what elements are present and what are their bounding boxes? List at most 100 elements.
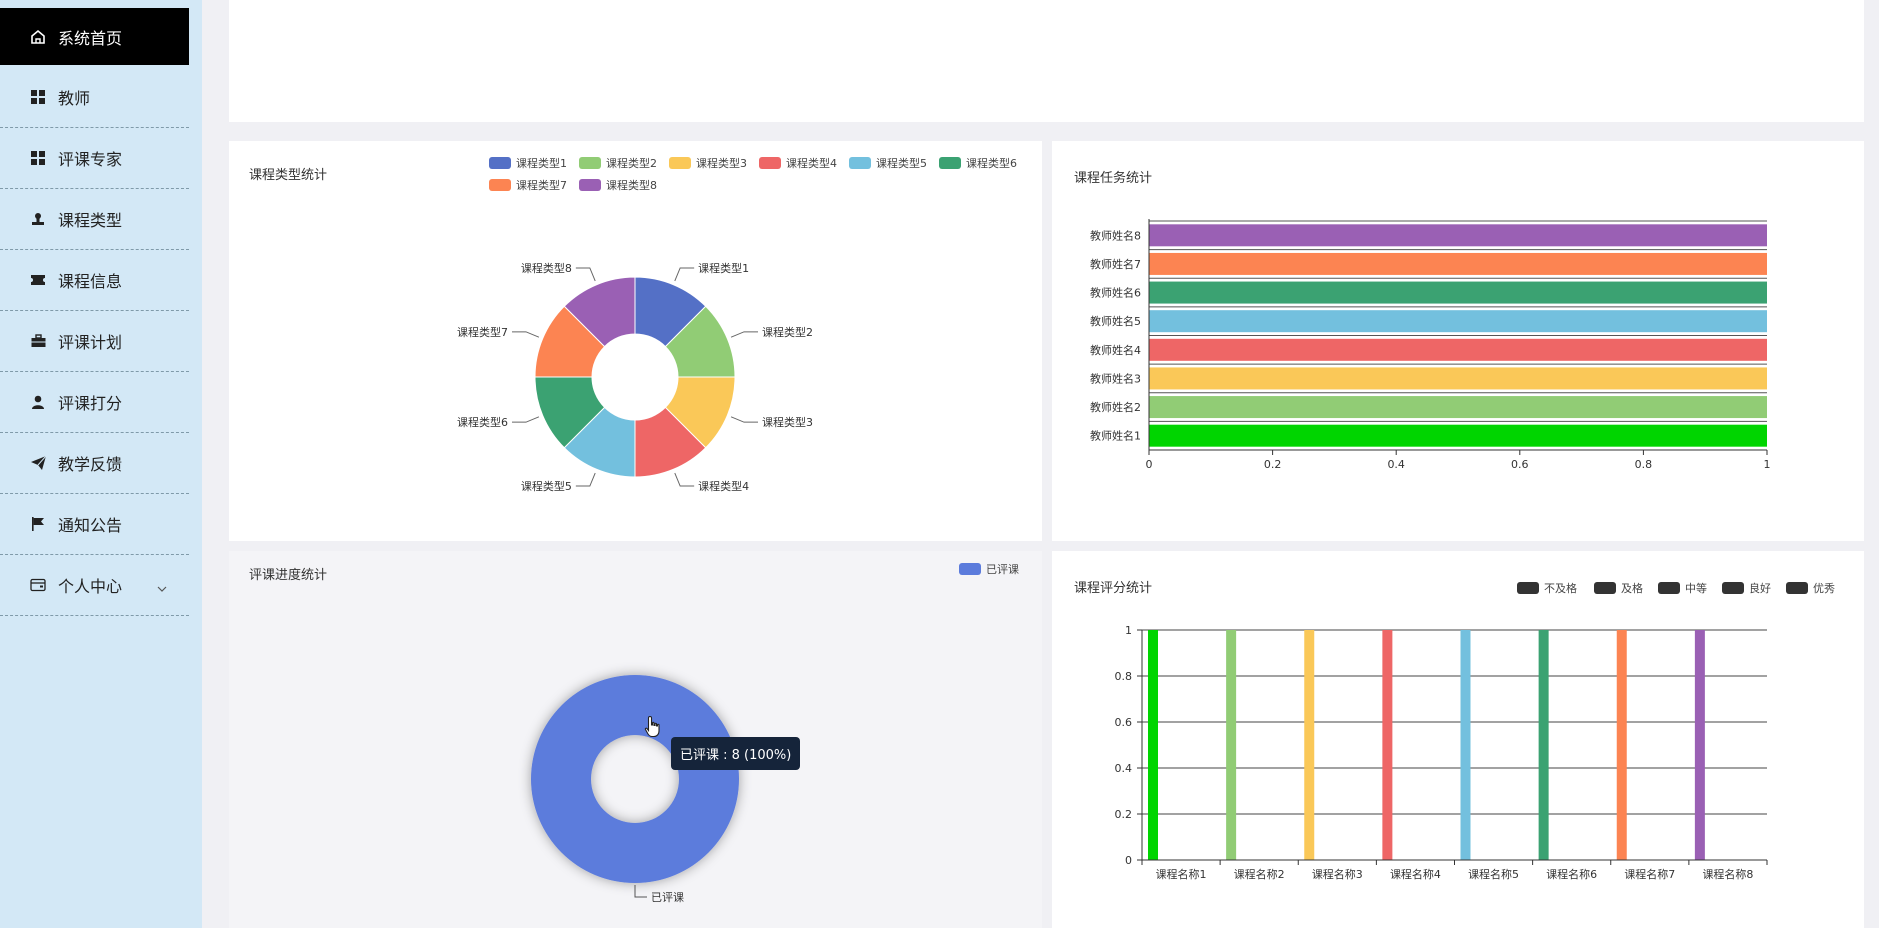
score-title: 课程评分统计 [1074,581,1153,596]
legend-item[interactable]: 及格 [1594,580,1643,596]
sidebar-item-label: 教学反馈 [58,455,123,474]
sidebar-item-expert[interactable]: 评课专家 [0,128,189,189]
task-bar-chart: 教师姓名1 教师姓名2 教师姓名3 教师姓名4 教师姓名5 教师姓名6 教师姓名7 教师姓名8… [1090,219,1771,471]
legend-swatch [939,157,961,169]
bar [1149,252,1767,275]
slice-label: 课程类型5 [521,479,572,493]
bar [1149,224,1767,247]
sidebar-item-eval-score[interactable]: 评课打分 [0,372,189,433]
slice-label: 课程类型7 [457,325,508,339]
bar [1616,630,1627,860]
briefcase-icon [30,333,46,349]
legend-item[interactable]: 课程类型3 [669,155,747,171]
task-title: 课程任务统计 [1074,171,1153,186]
slice-label: 课程类型3 [762,415,813,429]
y-tick-label: 0.2 [1115,808,1133,821]
legend-item[interactable]: 课程类型6 [939,155,1017,171]
sidebar-item-profile[interactable]: 个人中心 [0,555,189,616]
sidebar-item-label: 评课打分 [58,394,123,413]
legend-item[interactable]: 课程类型4 [759,155,837,171]
legend-swatch [1658,582,1680,594]
bar [1149,310,1767,333]
sidebar-item-eval-plan[interactable]: 评课计划 [0,311,189,372]
legend-swatch [1594,582,1616,594]
legend-item[interactable]: 课程类型2 [579,155,657,171]
slice-label: 课程类型8 [521,261,572,275]
legend-item[interactable]: 优秀 [1786,580,1835,596]
label-line [634,885,647,898]
donut-slice [563,276,636,348]
y-tick-label: 0.4 [1115,762,1133,775]
sidebar-item-label: 课程信息 [58,272,123,291]
bar [1694,630,1705,860]
sidebar-item-notice[interactable]: 通知公告 [0,494,189,555]
y-tick-label: 0.6 [1115,716,1133,729]
legend-label: 课程类型6 [966,157,1017,170]
bar [1460,630,1471,860]
x-tick-label: 课程名称5 [1468,867,1519,881]
sidebar-item-label: 教师 [58,89,91,108]
sidebar-item-teacher[interactable]: 教师 [0,67,189,128]
y-tick-label: 1 [1125,624,1132,637]
legend-swatch [579,157,601,169]
stamp-icon [30,211,46,227]
bar [1304,630,1315,860]
x-tick-label: 课程名称3 [1312,867,1363,881]
user-icon [30,394,46,410]
sidebar-item-label: 评课专家 [58,150,123,169]
y-tick-label: 教师姓名7 [1090,257,1141,271]
bar [1226,630,1237,860]
y-tick-label: 教师姓名2 [1090,400,1141,414]
y-tick-label: 0.8 [1115,670,1133,683]
legend-item[interactable]: 课程类型1 [489,155,567,171]
legend-item[interactable]: 课程类型5 [849,155,927,171]
course-type-panel: 课程类型统计 课程类型1 课程类型2 课程类型3 课程类型4 课程类型5 课程类型6 课程类… [229,141,1042,541]
legend-item[interactable]: 不及格 [1517,580,1577,596]
y-tick-label: 教师姓名5 [1090,314,1141,328]
slice-label: 课程类型4 [698,479,749,493]
sidebar-item-label: 通知公告 [58,516,123,535]
x-tick-label: 课程名称6 [1546,867,1597,881]
slice-label: 课程类型1 [698,261,749,275]
bar [1149,424,1767,447]
chevron-down-icon[interactable] [157,577,167,596]
legend-label: 中等 [1685,582,1707,595]
y-tick-label: 教师姓名6 [1090,286,1141,300]
label-line [575,267,596,282]
bar [1538,630,1549,860]
x-tick-label: 0 [1146,458,1153,471]
sidebar-item-feedback[interactable]: 教学反馈 [0,433,189,494]
sidebar-item-course-info[interactable]: 课程信息 [0,250,189,311]
legend-swatch [849,157,871,169]
legend-item[interactable]: 良好 [1722,580,1771,596]
progress-legend[interactable]: 已评课 [959,561,1019,577]
legend-label: 课程类型3 [696,157,747,170]
bar [1149,396,1767,419]
legend-swatch [489,179,511,191]
grid-icon [30,150,46,166]
sidebar: 系统首页 教师 评课专家 课程类型 课程信息 评课计划 评课打分 [0,0,202,928]
flag-icon [30,516,46,532]
progress-panel: 评课进度统计 已评课 已评课 [229,551,1042,928]
legend-label: 优秀 [1813,582,1835,595]
top-panel [229,0,1864,122]
y-tick-label: 教师姓名8 [1090,228,1141,242]
x-tick-label: 课程名称8 [1702,867,1753,881]
progress-donut: 已评课 [531,675,739,904]
x-tick-label: 0.8 [1635,458,1653,471]
x-tick-label: 0.6 [1511,458,1529,471]
sidebar-item-course-type[interactable]: 课程类型 [0,189,189,250]
y-tick-label: 0 [1125,854,1132,867]
sidebar-item-home[interactable]: 系统首页 [0,8,189,65]
legend-label: 课程类型7 [516,179,567,192]
sidebar-item-label: 评课计划 [58,333,123,352]
legend-item[interactable]: 中等 [1658,580,1707,596]
chart-tooltip: 已评课 : 8 (100%) [671,737,801,770]
legend-item[interactable]: 课程类型7 [489,177,567,193]
legend-swatch [1722,582,1744,594]
course-type-title: 课程类型统计 [249,168,328,183]
sidebar-item-label: 课程类型 [58,211,123,230]
send-icon [30,455,46,471]
legend-item[interactable]: 课程类型8 [579,177,657,193]
legend-label: 课程类型1 [516,157,567,170]
